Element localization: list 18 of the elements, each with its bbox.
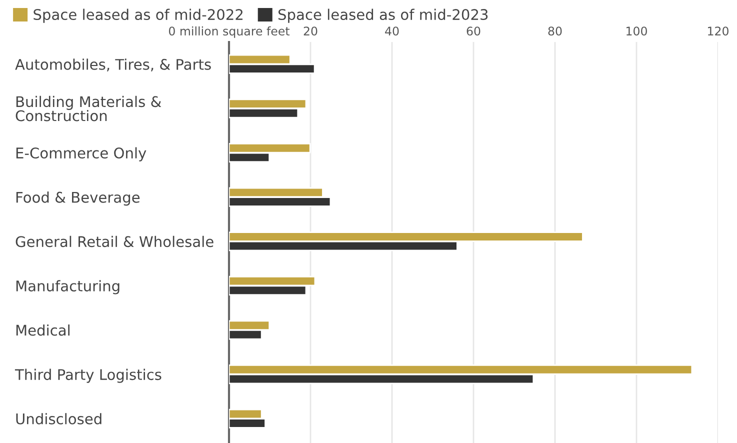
y-tick-label: Undisclosed: [16, 413, 102, 424]
y-tick-label: Third Party Logistics: [14, 368, 162, 383]
y-tick-label: Manufacturing: [16, 280, 120, 294]
x-tick-label: 0 million square feet: [168, 26, 290, 38]
legend-label: Space leased as of mid-2022: [34, 8, 242, 23]
x-tick-label: 20: [304, 26, 318, 36]
y-tick-label: Building Materials & Construction: [16, 96, 162, 122]
x-tick-label: 100: [626, 26, 647, 36]
legend-label: Space leased as of mid-2023: [278, 8, 488, 23]
y-tick-label: Food & Beverage: [16, 192, 140, 206]
y-tick-label: Medical: [16, 324, 70, 336]
x-tick-label: 120: [708, 26, 728, 36]
x-tick-label: 60: [466, 26, 480, 36]
x-tick-label: 80: [548, 26, 562, 36]
y-tick-label: Automobiles, Tires, & Parts: [15, 58, 211, 72]
y-tick-label: General Retail & Wholesale: [16, 236, 214, 248]
y-tick-label: E-Commerce Only: [16, 147, 146, 162]
x-tick-label: 40: [385, 26, 399, 36]
